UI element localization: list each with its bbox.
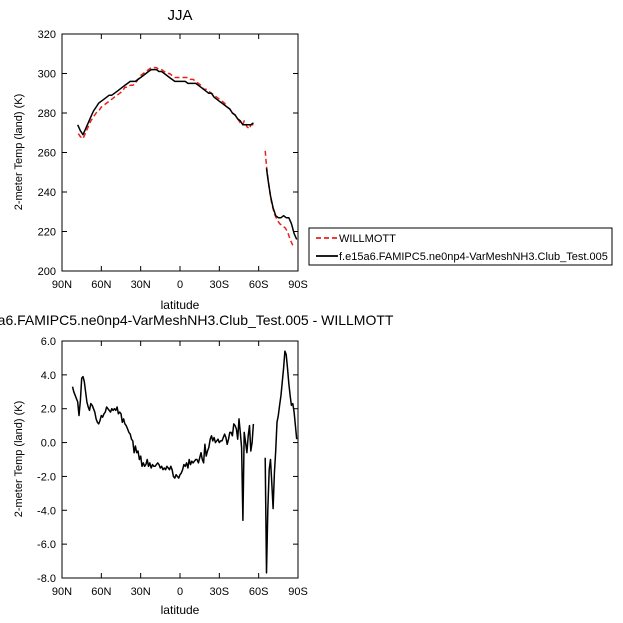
chart-bottom: f.e15a6.FAMIPC5.ne0np4-VarMeshNH3.Club_T… — [0, 312, 394, 617]
chart-top-x-tick-label: 30N — [131, 279, 151, 291]
chart-top-y-tick-label: 200 — [38, 266, 56, 278]
chart-top-plot-area — [77, 66, 298, 246]
chart-top-y-tick-label: 220 — [38, 227, 56, 239]
chart-top: JJA 200 220 240 260 280 300 320 90N 60N 30N 0 30S 6… — [13, 7, 613, 312]
chart-bottom-y-tick-label: -8.0 — [37, 573, 56, 585]
chart-bottom-x-tick-label: 60N — [91, 586, 111, 598]
legend-box — [308, 227, 613, 266]
chart-bottom-x-tick-label: 60S — [249, 586, 269, 598]
chart-bottom-x-label: latitude — [161, 603, 200, 617]
chart-top-x-tick-label: 0 — [177, 279, 183, 291]
chart-top-x-tick-label: 90S — [288, 279, 308, 291]
chart-bottom-x-tick-label: 90N — [52, 586, 72, 598]
chart-top-y-tick-label: 280 — [38, 108, 56, 120]
chart-top-y-tick-label: 300 — [38, 69, 56, 81]
chart-top-y-tick-label: 320 — [38, 29, 56, 41]
chart-top-x-label: latitude — [161, 298, 200, 312]
chart-bottom-y-tick-label: 4.0 — [41, 370, 56, 382]
chart-top-x-tick-label: 30S — [210, 279, 230, 291]
chart-bottom-title: f.e15a6.FAMIPC5.ne0np4-VarMeshNH3.Club_T… — [0, 312, 394, 328]
chart-bottom-series-0-line — [71, 375, 255, 522]
legend-label-model: f.e15a6.FAMIPC5.ne0np4-VarMeshNH3.Club_T… — [339, 251, 608, 263]
chart-bottom-x-axis: 90N 60N 30N 0 30S 60S 90S — [52, 341, 308, 598]
chart-top-x-tick-label: 90N — [52, 279, 72, 291]
chart-top-x-tick-label: 60N — [91, 279, 111, 291]
chart-top-series-1-line — [265, 168, 298, 240]
chart-top-series-0-line — [77, 66, 254, 140]
chart-bottom-x-tick-label: 90S — [288, 586, 308, 598]
chart-bottom-y-tick-label: 6.0 — [41, 336, 56, 348]
chart-top-series-1-line — [77, 68, 254, 136]
chart-bottom-y-tick-label: -6.0 — [37, 539, 56, 551]
chart-top-y-tick-label: 240 — [38, 187, 56, 199]
chart-bottom-y-label: 2-meter Temp (land) (K) — [13, 401, 25, 518]
chart-top-y-label: 2-meter Temp (land) (K) — [13, 94, 25, 211]
chart-bottom-x-tick-label: 0 — [177, 586, 183, 598]
chart-top-y-tick-label: 260 — [38, 148, 56, 160]
chart-bottom-series-0-line — [264, 350, 298, 574]
chart-bottom-plot-area — [71, 350, 298, 574]
chart-bottom-frame — [61, 340, 299, 579]
chart-bottom-y-tick-label: 2.0 — [41, 404, 56, 416]
chart-top-frame — [61, 33, 299, 272]
legend-label-willmott: WILLMOTT — [339, 233, 396, 245]
chart-bottom-y-tick-label: 0.0 — [41, 438, 56, 450]
chart-bottom-y-tick-label: -2.0 — [37, 471, 56, 483]
chart-top-y-axis: 200 220 240 260 280 300 320 — [38, 29, 298, 278]
chart-bottom-x-tick-label: 30N — [131, 586, 151, 598]
chart-bottom-y-tick-label: -4.0 — [37, 505, 56, 517]
chart-top-x-axis: 90N 60N 30N 0 30S 60S 90S — [52, 34, 308, 291]
chart-top-legend: WILLMOTT f.e15a6.FAMIPC5.ne0np4-VarMeshN… — [308, 227, 613, 266]
chart-top-series-0-line — [264, 150, 294, 246]
chart-bottom-y-axis: -8.0 -6.0 -4.0 -2.0 0.0 2.0 4.0 6.0 — [37, 336, 298, 585]
chart-bottom-x-tick-label: 30S — [210, 586, 230, 598]
chart-top-title: JJA — [167, 7, 192, 24]
chart-top-x-tick-label: 60S — [249, 279, 269, 291]
